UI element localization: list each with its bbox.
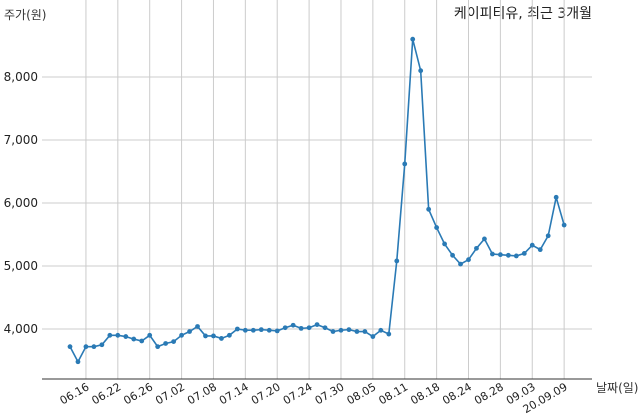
- data-point: [298, 325, 304, 331]
- y-tick-label: 5,000: [4, 259, 38, 273]
- data-point: [155, 344, 161, 350]
- data-point: [545, 233, 551, 239]
- x-axis-label: 날짜(일): [596, 381, 638, 395]
- data-point: [529, 242, 535, 248]
- data-point: [442, 241, 447, 247]
- data-point: [497, 252, 503, 258]
- data-point: [490, 251, 495, 257]
- data-point: [203, 333, 208, 339]
- data-point: [219, 336, 224, 341]
- data-point: [346, 327, 352, 333]
- data-point: [434, 225, 440, 230]
- data-point: [537, 247, 543, 253]
- data-point: [274, 328, 280, 334]
- data-point: [338, 327, 344, 333]
- x-tick-label: 06.26: [121, 380, 155, 407]
- data-point: [290, 322, 296, 328]
- data-point: [99, 342, 105, 348]
- data-point: [131, 336, 137, 342]
- data-point: [211, 333, 216, 339]
- data-point: [450, 252, 455, 258]
- data-point: [370, 334, 376, 339]
- data-point: [67, 344, 73, 350]
- data-point: [171, 339, 177, 344]
- data-point: [83, 344, 89, 350]
- y-tick-label: 4,000: [4, 322, 38, 336]
- x-tick-label: 08.11: [376, 380, 410, 407]
- data-point: [354, 329, 360, 334]
- data-point: [482, 236, 487, 242]
- y-axis-label: 주가(원): [4, 8, 46, 22]
- data-point: [505, 252, 511, 258]
- data-point: [561, 222, 567, 228]
- chart-title: 케이피티유, 최근 3개월: [454, 6, 592, 22]
- data-point: [75, 359, 81, 365]
- data-point: [553, 194, 559, 200]
- x-tick-label: 06.16: [58, 380, 92, 407]
- data-point: [242, 327, 248, 333]
- x-tick-label: 06.22: [90, 380, 124, 407]
- data-point: [139, 338, 145, 344]
- data-point: [314, 322, 320, 327]
- data-point: [394, 258, 400, 264]
- y-tick-label: 7,000: [4, 133, 38, 147]
- data-point: [123, 334, 129, 339]
- data-point: [306, 325, 312, 331]
- data-point: [402, 161, 408, 167]
- data-point: [266, 327, 272, 333]
- data-point: [107, 332, 113, 338]
- data-point: [521, 251, 527, 256]
- x-tick-label: 07.24: [281, 380, 315, 407]
- data-point: [115, 332, 121, 338]
- data-point: [378, 327, 384, 333]
- data-point: [258, 327, 264, 333]
- data-point: [227, 332, 232, 338]
- data-point: [250, 327, 256, 333]
- y-tick-labels: 4,000 5,000 6,000 7,000 8,000: [4, 70, 38, 336]
- data-point: [410, 36, 416, 42]
- price-points: [67, 36, 567, 365]
- y-tick-label: 6,000: [4, 196, 38, 210]
- data-point: [458, 261, 463, 267]
- data-point: [195, 324, 200, 329]
- data-point: [322, 325, 328, 331]
- grid-lines: [42, 0, 592, 379]
- x-tick-labels: 06.1606.2206.2607.0207.0807.1407.2007.24…: [58, 380, 570, 416]
- data-point: [474, 245, 479, 251]
- data-point: [418, 68, 424, 74]
- x-tick-label: 07.30: [313, 380, 347, 407]
- data-point: [330, 329, 336, 334]
- data-point: [234, 326, 240, 332]
- data-point: [91, 344, 97, 350]
- data-point: [282, 325, 288, 331]
- data-point: [513, 253, 519, 259]
- price-line: [69, 39, 565, 364]
- y-tick-label: 8,000: [4, 70, 38, 84]
- data-point: [179, 332, 184, 338]
- data-point: [147, 332, 153, 338]
- data-point: [187, 329, 192, 334]
- x-tick-label: 08.18: [408, 380, 442, 407]
- data-point: [163, 341, 169, 346]
- x-tick-label: 08.28: [472, 380, 506, 407]
- x-tick-label: 08.05: [345, 380, 379, 407]
- x-tick-label: 07.08: [185, 380, 219, 407]
- data-point: [426, 206, 432, 212]
- x-tick-label: 07.02: [153, 380, 187, 407]
- data-point: [386, 331, 392, 337]
- x-tick-label: 08.24: [440, 380, 474, 407]
- data-point: [466, 257, 471, 263]
- x-tick-label: 07.14: [217, 380, 251, 407]
- data-point: [362, 329, 368, 334]
- x-tick-label: 07.20: [249, 380, 283, 407]
